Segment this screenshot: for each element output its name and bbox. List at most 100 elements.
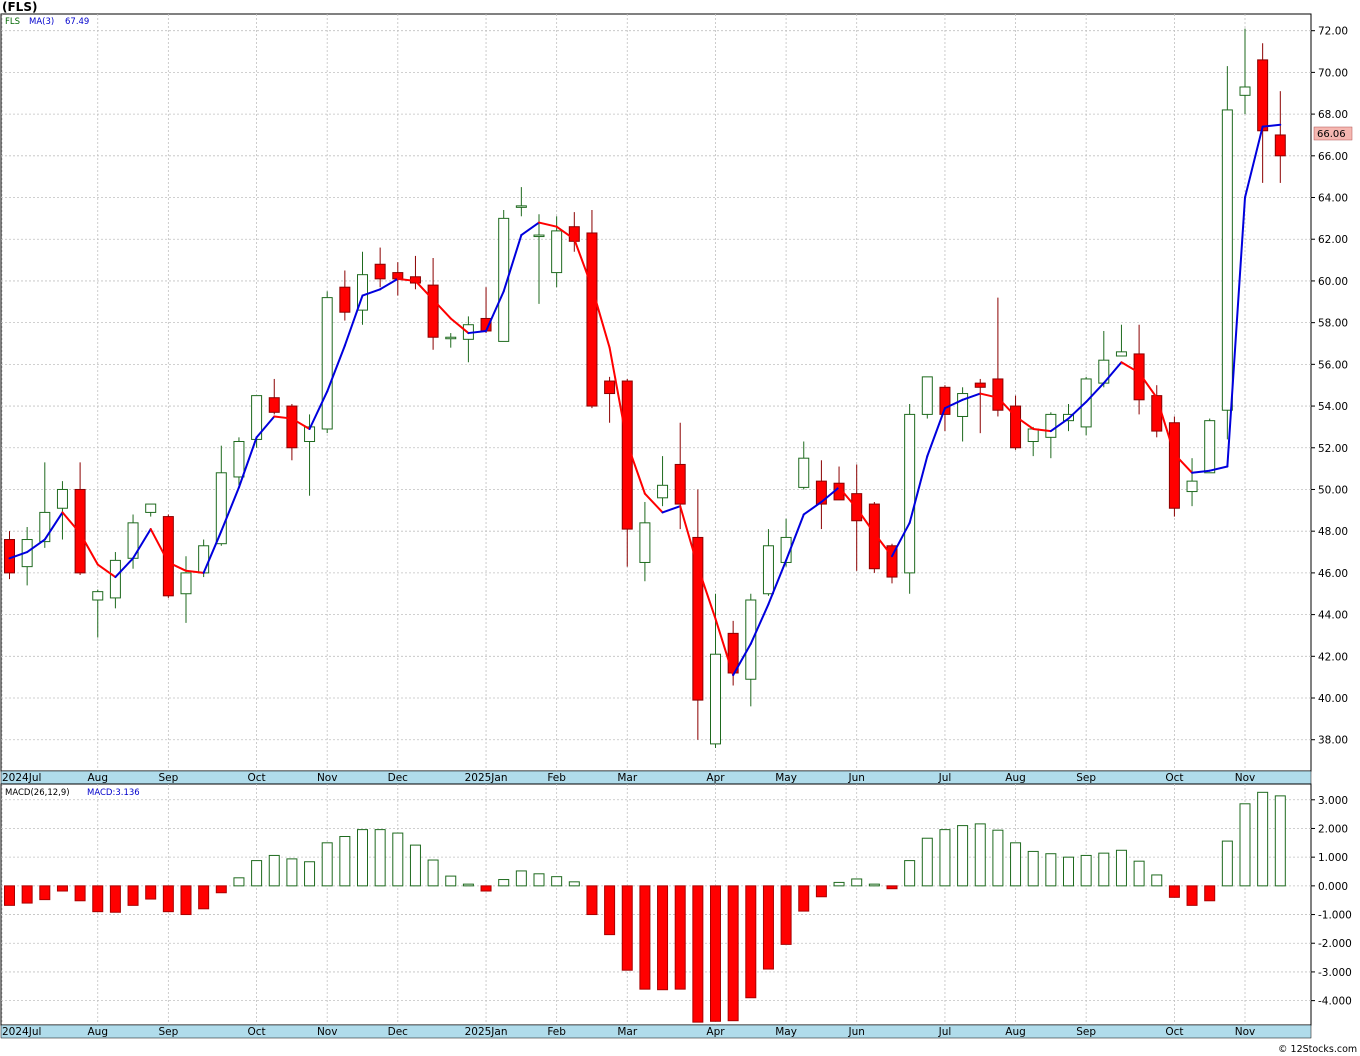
macd-bar-negative [162, 885, 174, 913]
ma-segment [520, 221, 540, 237]
candle-down [815, 460, 827, 530]
candle-down [427, 257, 439, 350]
candle-up [145, 503, 157, 517]
price-x-tick-label: 2025Jan [465, 772, 508, 784]
ma-segment [202, 530, 223, 574]
ma-segment [926, 407, 946, 458]
ma-segment [538, 221, 558, 228]
macd-x-tick-label: 2025Jan [465, 1026, 508, 1038]
macd-tick-label: -3.000 [1318, 967, 1352, 979]
candle-body [762, 545, 774, 595]
candle-down [1168, 416, 1180, 517]
macd-x-tick-label: Jun [847, 1026, 864, 1038]
candle-up [904, 403, 916, 594]
candle-body [1239, 86, 1251, 96]
candle-down [374, 247, 386, 288]
macd-x-tick-label: Sep [158, 1026, 178, 1038]
candle-body [586, 232, 598, 407]
candle-body [1133, 353, 1145, 401]
price-x-tick-label: Oct [248, 772, 266, 784]
candle-down [339, 270, 351, 321]
macd-x-tick-label: Aug [1005, 1026, 1026, 1038]
price-x-axis-strip [0, 770, 1312, 785]
ma-segment [1120, 361, 1141, 374]
candle-body [39, 511, 51, 543]
ma-segment [361, 288, 382, 297]
ma-segment [467, 329, 488, 335]
candle-up [321, 291, 333, 434]
ma-segment [43, 511, 64, 541]
macd-bar-negative [39, 885, 51, 901]
macd-tick-label: 1.000 [1318, 852, 1348, 864]
candle-up [533, 214, 545, 304]
candle-up [1115, 324, 1127, 357]
candle-up [109, 552, 121, 609]
macd-bar-positive [921, 837, 933, 887]
macd-bar-positive [1080, 854, 1092, 887]
macd-bar-positive [939, 829, 951, 887]
price-x-tick-label: Oct [1165, 772, 1183, 784]
macd-bar-negative [815, 885, 827, 898]
candle-body [992, 378, 1004, 411]
candle-body [198, 545, 210, 574]
ma-segment [255, 415, 276, 439]
macd-x-tick-label: 2024Jul [2, 1026, 41, 1038]
macd-bar-positive [304, 861, 316, 887]
macd-bar-positive [445, 875, 457, 887]
legend-symbol: FLS [5, 17, 20, 27]
macd-bar-positive [568, 881, 580, 887]
price-tick-label: 60.00 [1318, 276, 1348, 288]
candle-up [1045, 412, 1057, 459]
candle-body [498, 217, 510, 342]
candle-body [939, 386, 951, 415]
macd-x-tick-label: May [775, 1026, 797, 1038]
candle-down [692, 489, 704, 740]
ma-segment [1191, 469, 1211, 474]
ma-segment [237, 436, 258, 489]
ma-segment [891, 521, 911, 558]
macd-bar-negative [674, 885, 686, 990]
candle-up [56, 481, 68, 540]
candle-body [815, 480, 827, 505]
candle-up [657, 456, 669, 507]
price-x-tick-label: Feb [547, 772, 566, 784]
macd-bar-positive [1027, 850, 1039, 887]
price-tick-label: 48.00 [1318, 526, 1348, 538]
ma-segment [1261, 123, 1282, 128]
candle-body [1257, 59, 1269, 132]
ma-segment [696, 565, 717, 620]
ma-segment [714, 617, 735, 677]
price-tick-label: 62.00 [1318, 234, 1348, 246]
price-tick-label: 44.00 [1318, 610, 1348, 622]
candle-down [974, 378, 986, 434]
candle-up [1221, 66, 1233, 440]
ma-segment [908, 455, 929, 524]
price-x-tick-label: May [775, 772, 797, 784]
legend-ma-value: 67.49 [65, 17, 89, 27]
ma-segment [432, 298, 452, 320]
candle-body [515, 205, 527, 208]
candle-body [974, 382, 986, 388]
macd-bar-negative [710, 885, 721, 1022]
ma-segment [79, 532, 99, 566]
ma-segment [555, 225, 576, 241]
candle-body [657, 484, 669, 499]
price-y-axis: 38.00 40.00 42.00 44.00 46.00 48.00 50.00 52.00… [1311, 26, 1348, 747]
macd-bar-negative [586, 885, 598, 916]
macd-bar-negative [198, 885, 210, 910]
macd-tick-label: -2.000 [1318, 938, 1352, 950]
macd-label: MACD(26,12,9) [5, 788, 70, 798]
ma-segment [396, 277, 417, 282]
macd-bar-negative [56, 885, 68, 892]
macd-bar-positive [868, 883, 880, 887]
candle-body [710, 653, 721, 745]
ma-segment [590, 286, 611, 349]
macd-bar-negative [4, 885, 15, 906]
macd-bar-negative [745, 885, 757, 999]
macd-bar-positive [498, 879, 510, 887]
candle-body [56, 488, 68, 509]
macd-bar-negative [798, 885, 810, 912]
macd-bar-positive [1115, 849, 1127, 887]
ma-segment [855, 507, 876, 535]
ma-segment [114, 557, 135, 579]
